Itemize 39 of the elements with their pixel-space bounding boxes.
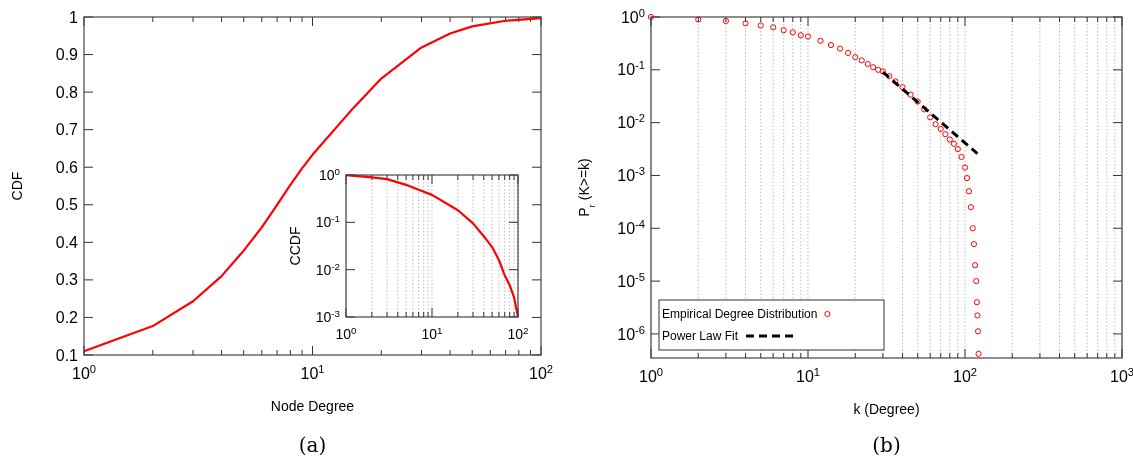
y-tick-label: 10$^{0}$ — [318, 165, 341, 183]
y-tick-label: 0.1 — [55, 346, 79, 364]
x-axis-title: Node Degree — [270, 398, 355, 414]
y-tick-label: 10$^{-3}$ — [315, 307, 341, 325]
text: (a) — [298, 433, 327, 457]
y-tick-label: 0.8 — [55, 83, 79, 101]
y-tick-label: 1 — [69, 8, 79, 26]
y-tick-label: 0.5 — [55, 196, 79, 214]
y-tick-label: 10$^{0}$ — [620, 6, 645, 26]
y-tick-label: 10$^{-2}$ — [315, 260, 340, 278]
y-tick-label: 10$^{-3}$ — [617, 165, 645, 185]
y-tick-label: 10$^{-2}$ — [617, 112, 645, 132]
y-axis-title: CDF — [9, 171, 25, 201]
y-tick-label: 10$^{-5}$ — [617, 270, 645, 290]
x-tick-label: 10$^{2}$ — [507, 324, 529, 342]
y-tick-label: 0.2 — [55, 309, 79, 327]
y-tick-label: 0.6 — [55, 158, 79, 176]
y-tick-label: 10$^{-4}$ — [617, 217, 645, 237]
y-tick-label: 0.4 — [55, 233, 79, 251]
legend-label: Empirical Degree Distribution — [662, 307, 818, 322]
x-tick-label: 10$^{1}$ — [300, 363, 325, 382]
y-tick-label: 10$^{-6}$ — [617, 323, 645, 343]
x-tick-label: 10$^{3}$ — [1109, 366, 1133, 385]
y-tick-label: 0.7 — [55, 121, 79, 139]
x-tick-label: 10$^{1}$ — [421, 324, 443, 342]
y-tick-label: 0.9 — [55, 46, 79, 64]
legend-label: Power Law Fit — [662, 329, 739, 344]
x-tick-label: 10$^{0}$ — [638, 366, 664, 385]
x-axis-title: k (Degree) — [853, 401, 920, 417]
y-tick-label: 10$^{-1}$ — [315, 212, 340, 231]
x-tick-label: 10$^{2}$ — [528, 363, 554, 382]
x-tick-label: 10$^{0}$ — [71, 363, 97, 382]
text: (b) — [872, 433, 901, 457]
y-axis-title: CCDF — [287, 226, 303, 266]
x-tick-label: 10$^{0}$ — [335, 324, 358, 342]
x-tick-label: 10$^{2}$ — [952, 366, 978, 385]
x-tick-label: 10$^{1}$ — [795, 366, 821, 385]
y-tick-label: 0.3 — [55, 271, 79, 289]
y-tick-label: 10$^{-1}$ — [617, 59, 645, 79]
